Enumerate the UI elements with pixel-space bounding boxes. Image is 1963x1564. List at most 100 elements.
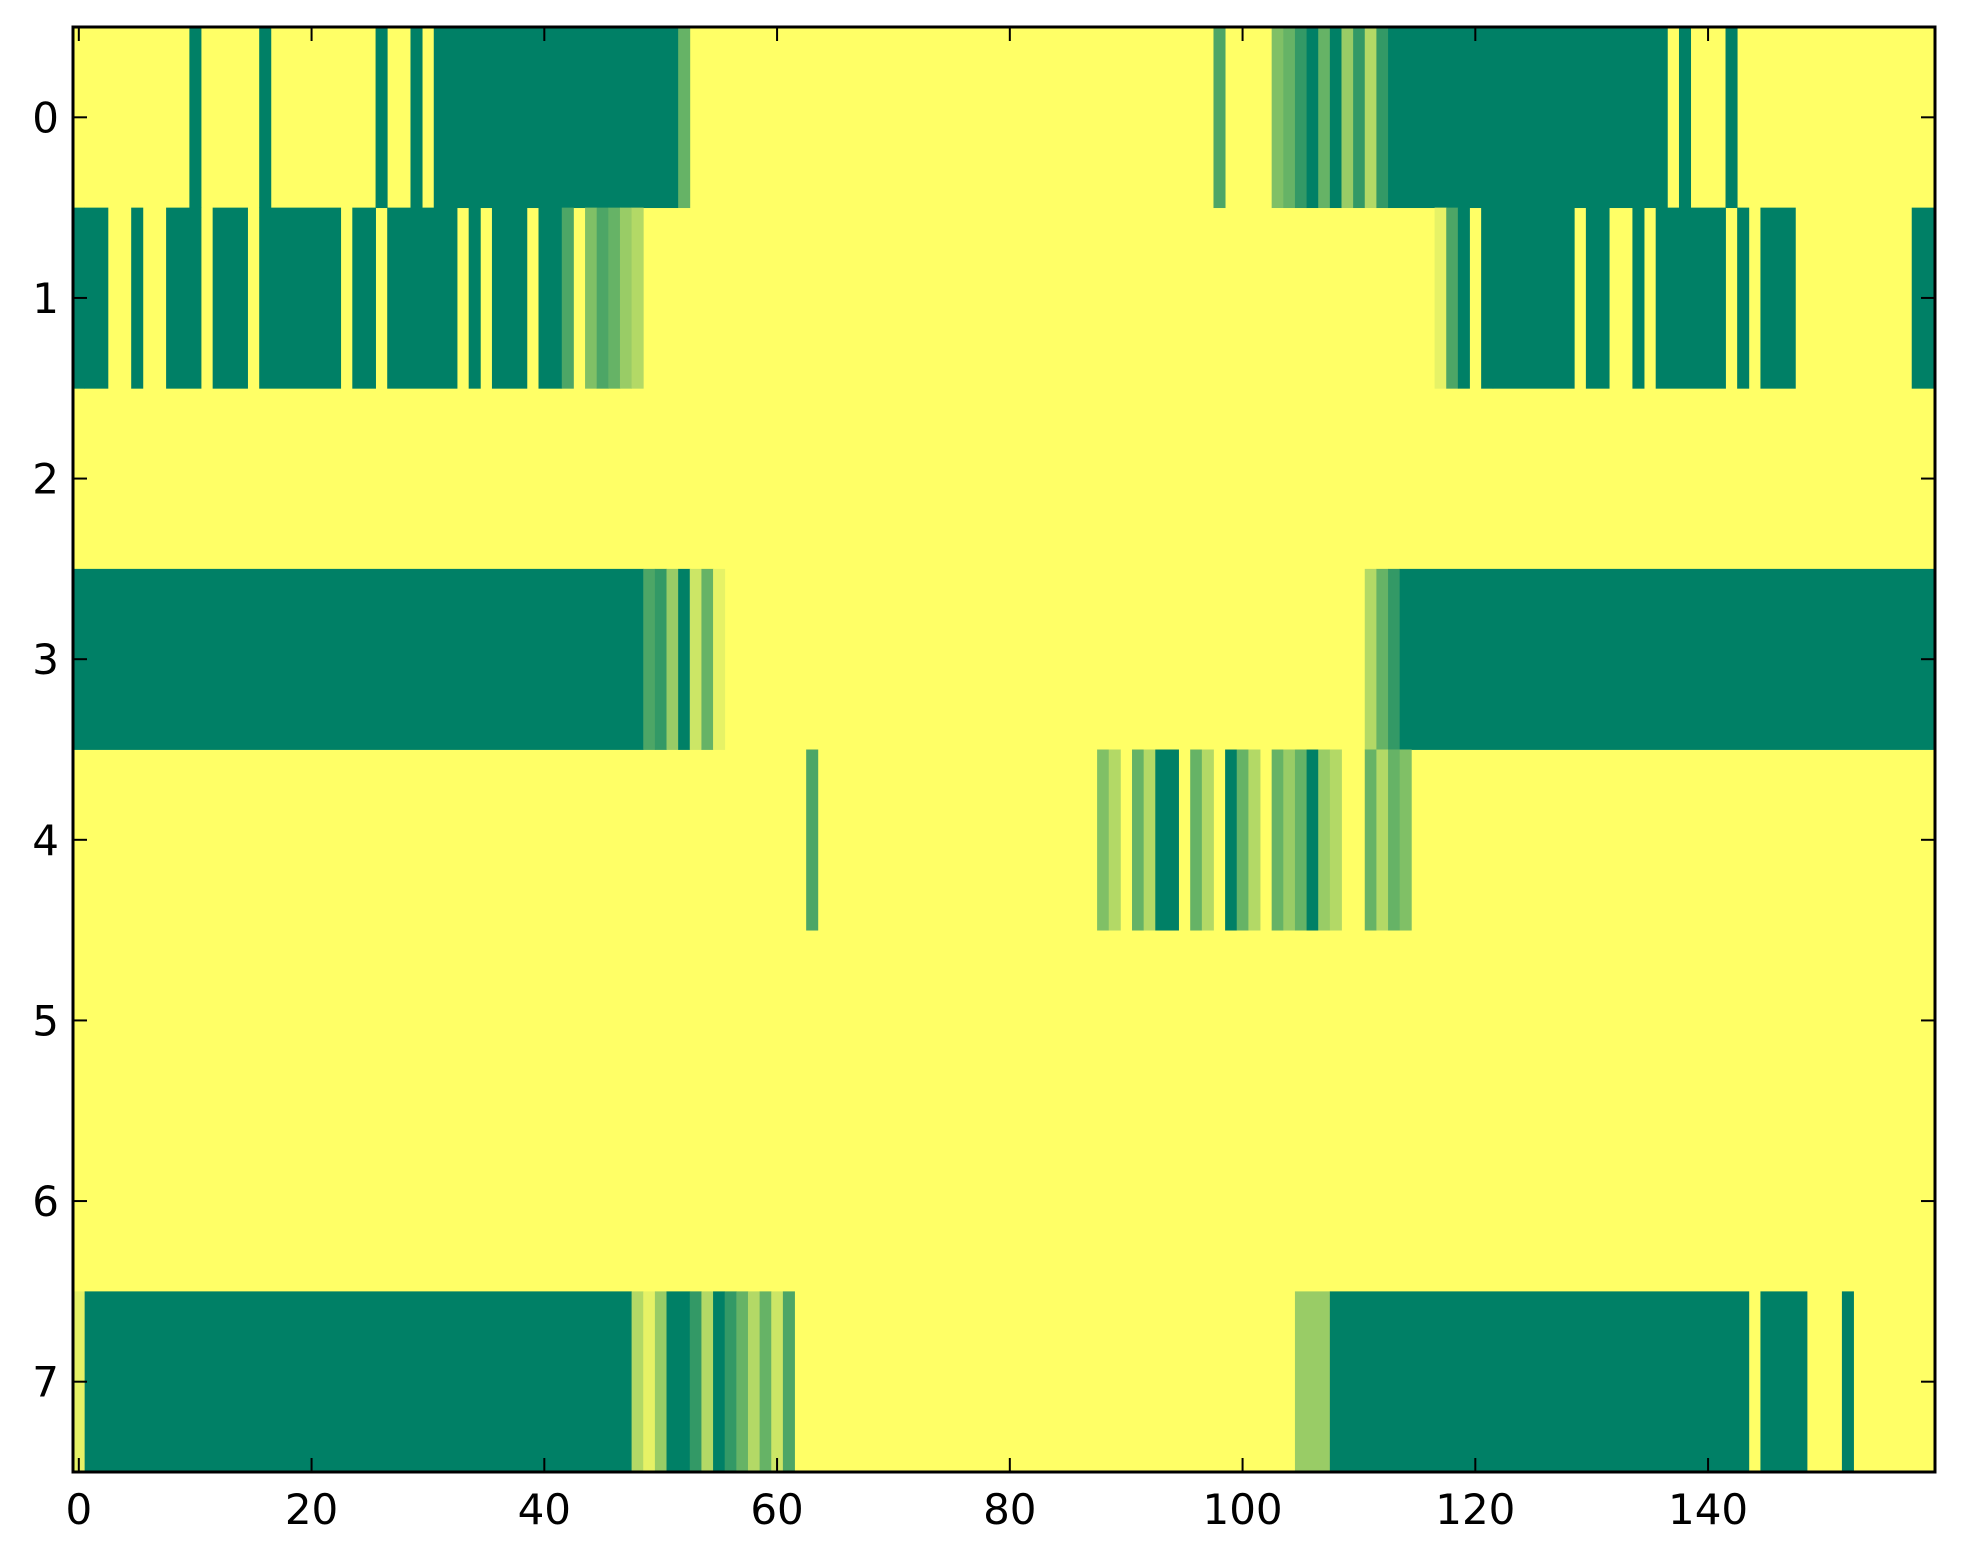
heatmap-cell — [713, 1291, 726, 1473]
heatmap-cell — [689, 1291, 702, 1473]
heatmap-cell — [212, 207, 248, 389]
heatmap-cell — [1306, 27, 1319, 209]
heatmap-cell — [1376, 749, 1389, 931]
heatmap-cell — [666, 1291, 691, 1473]
heatmap-cell — [608, 207, 621, 389]
heatmap-cell — [1760, 207, 1796, 389]
heatmap-cell — [1213, 27, 1226, 209]
heatmap-cell — [747, 1291, 761, 1473]
x-tick-label: 0 — [65, 1485, 92, 1534]
heatmap-cell — [643, 1291, 656, 1473]
heatmap-cell — [1364, 749, 1377, 931]
heatmap-cell — [654, 568, 667, 750]
heatmap-cell — [1841, 1291, 1854, 1473]
heatmap-cell — [1632, 207, 1645, 389]
heatmap-cell — [1318, 27, 1331, 209]
heatmap-cell — [73, 568, 644, 750]
x-tick-label: 60 — [750, 1485, 803, 1534]
x-tick-label: 20 — [285, 1485, 338, 1534]
y-tick-label: 5 — [32, 996, 59, 1045]
heatmap-cell — [689, 568, 702, 750]
heatmap-cell — [468, 207, 481, 389]
heatmap-cell — [1132, 749, 1145, 931]
heatmap-cell — [1294, 27, 1307, 209]
heatmap-cell — [678, 27, 691, 209]
heatmap-cell — [1294, 749, 1307, 931]
heatmap-cell — [1457, 207, 1470, 389]
heatmap-cell — [782, 1291, 795, 1473]
heatmap-cell — [654, 1291, 667, 1473]
heatmap-cell — [771, 1291, 784, 1473]
heatmap-cell — [1725, 27, 1738, 209]
heatmap-cell — [1364, 568, 1377, 750]
heatmap-cell — [1248, 749, 1261, 931]
heatmap-cell — [1294, 1291, 1331, 1473]
heatmap-cell — [736, 1291, 749, 1473]
heatmap-cell — [1388, 568, 1401, 750]
heatmap-cell — [1329, 1291, 1750, 1473]
heatmap-cell — [1399, 749, 1412, 931]
heatmap-cell — [619, 207, 632, 389]
y-tick-label: 1 — [32, 274, 59, 323]
heatmap-cell — [84, 1291, 632, 1473]
heatmap-cell — [1388, 749, 1401, 931]
heatmap-cell — [585, 207, 598, 389]
heatmap-cell — [1481, 207, 1494, 389]
y-tick-label: 4 — [32, 816, 59, 865]
heatmap-cell — [1329, 749, 1342, 931]
heatmap-cell — [1388, 27, 1668, 209]
heatmap-cell — [678, 568, 691, 750]
y-tick-label: 3 — [32, 635, 59, 684]
heatmap-cell — [806, 749, 819, 931]
heatmap-cell — [1190, 749, 1203, 931]
heatmap-cell — [259, 27, 272, 209]
heatmap-cells — [73, 27, 1936, 1473]
heatmap-cell — [1353, 27, 1366, 209]
heatmap-cell — [538, 207, 563, 389]
heatmap-cell — [724, 1291, 737, 1473]
heatmap-cell — [1399, 568, 1936, 750]
heatmap-cell — [1760, 1291, 1808, 1473]
heatmap-cell — [701, 568, 714, 750]
heatmap-cell — [375, 27, 388, 209]
heatmap-cell — [1225, 749, 1238, 931]
heatmap-cell — [1446, 207, 1459, 389]
heatmap-cell — [410, 27, 423, 209]
plot-frame — [71, 25, 1937, 1474]
heatmap-cell — [1329, 27, 1342, 209]
heatmap-cell — [1318, 749, 1331, 931]
heatmap-cell — [631, 207, 644, 389]
y-tick-label: 6 — [32, 1177, 59, 1226]
heatmap-cell — [1271, 27, 1284, 209]
heatmap-cell — [1155, 749, 1179, 931]
heatmap-cell — [259, 207, 342, 389]
heatmap-cell — [433, 27, 679, 209]
y-axis-tick-labels: 0 1 2 3 4 5 6 7 — [32, 93, 59, 1406]
heatmap-cell — [596, 207, 609, 389]
axis-ticks — [73, 27, 1935, 1472]
heatmap-cell — [1283, 749, 1296, 931]
y-tick-label: 2 — [32, 455, 59, 504]
heatmap-cell — [643, 568, 656, 750]
heatmap-cell — [631, 1291, 644, 1473]
heatmap-cell — [189, 27, 202, 209]
heatmap-cell — [166, 207, 202, 389]
x-tick-label: 40 — [518, 1485, 571, 1534]
heatmap-cell — [387, 207, 458, 389]
heatmap-cell — [1306, 749, 1319, 931]
heatmap-cell — [84, 207, 109, 389]
heatmap-cell — [1655, 207, 1726, 389]
heatmap-cell — [1271, 749, 1284, 931]
heatmap-cell — [1341, 27, 1354, 209]
y-tick-label: 7 — [32, 1358, 59, 1407]
heatmap-cell — [713, 568, 726, 750]
x-tick-label: 100 — [1202, 1485, 1282, 1534]
heatmap-cell — [666, 568, 679, 750]
heatmap-cell — [131, 207, 144, 389]
heatmap-cell — [701, 1291, 714, 1473]
heatmap-cell — [1585, 207, 1610, 389]
x-tick-label: 120 — [1435, 1485, 1515, 1534]
heatmap-cell — [759, 1291, 772, 1473]
heatmap-cell — [1737, 207, 1750, 389]
